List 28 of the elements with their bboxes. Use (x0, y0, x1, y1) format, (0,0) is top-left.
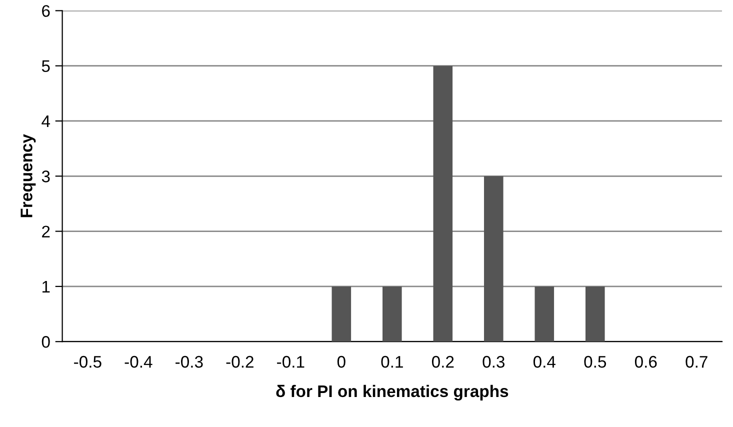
y-axis-title: Frequency (20, 134, 36, 218)
y-tick-label: 1 (42, 281, 50, 292)
x-tick-label: -0.2 (226, 356, 254, 368)
y-tick-label: 2 (42, 226, 50, 238)
x-tick-label: 0.2 (432, 356, 454, 368)
x-tick-label: 0.4 (533, 356, 556, 368)
x-tick-label: -0.1 (277, 356, 304, 368)
x-tick-label: 0.3 (482, 356, 504, 368)
y-tick-label: 3 (42, 170, 50, 182)
x-tick-label: -0.5 (74, 356, 102, 368)
x-tick-label: 0.7 (686, 356, 708, 368)
bar (484, 176, 504, 342)
x-tick-label: 0.5 (584, 356, 606, 368)
x-tick-label: 0.6 (634, 356, 657, 368)
bar (586, 286, 605, 342)
x-tick-label: -0.4 (124, 356, 152, 368)
y-tick-label: 4 (42, 116, 50, 128)
bar (382, 286, 402, 342)
x-tick-label: 0.1 (381, 356, 403, 368)
x-tick-label: 0 (337, 356, 346, 368)
y-tick-label: 5 (42, 60, 50, 72)
x-tick-label: -0.3 (176, 356, 203, 368)
bar (433, 66, 453, 342)
y-tick-label: 0 (42, 336, 50, 348)
bar (534, 286, 554, 342)
bar (332, 286, 352, 342)
y-tick-label: 6 (42, 5, 50, 17)
x-axis-title: δ for PI on kinematics graphs (276, 384, 508, 401)
